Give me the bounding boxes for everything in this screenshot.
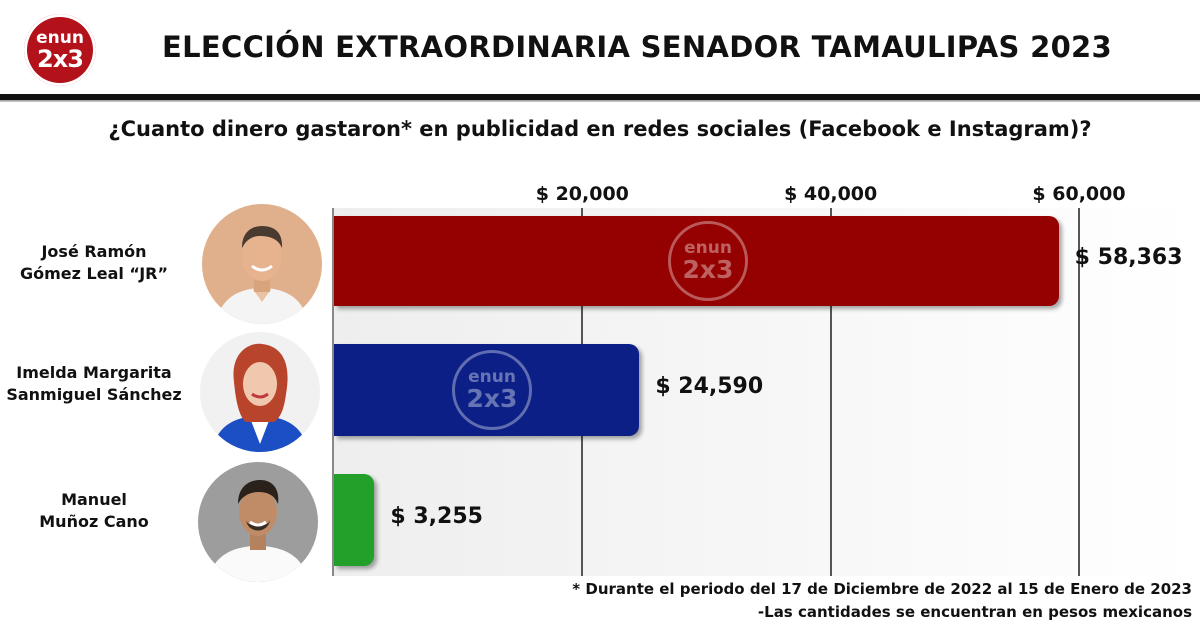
logo-line2: 2x3 (37, 44, 84, 73)
footnote-period: * Durante el periodo del 17 de Diciembre… (572, 580, 1192, 598)
watermark-logo-icon: enun 2x3 (452, 350, 532, 430)
candidate-photo-jose-ramon (202, 204, 322, 324)
page-title: ELECCIÓN EXTRAORDINARIA SENADOR TAMAULIP… (162, 30, 1113, 64)
watermark-logo-icon: enun 2x3 (668, 221, 748, 301)
x-tick-label: $ 40,000 (784, 183, 878, 205)
bar: enun 2x3 (334, 216, 1059, 306)
candidate-name-line: Imelda Margarita (16, 363, 172, 382)
chart-subtitle: ¿Cuanto dinero gastaron* en publicidad e… (108, 117, 1092, 141)
bar-value-label: $ 24,590 (655, 374, 764, 399)
watermark-line1: enun (468, 367, 516, 387)
footnote-currency: -Las cantidades se encuentran en pesos m… (757, 603, 1192, 621)
candidate-name: Imelda Margarita Sanmiguel Sánchez (0, 362, 189, 406)
header-divider (0, 94, 1200, 102)
watermark-line1: enun (684, 238, 732, 258)
bar-value-label: $ 3,255 (390, 504, 483, 529)
bar (334, 474, 375, 566)
watermark-line2: 2x3 (682, 255, 734, 284)
candidate-name-line: Gómez Leal “JR” (19, 264, 168, 283)
candidate-name: Manuel Muñoz Cano (0, 489, 189, 533)
gridline (829, 208, 832, 576)
candidate-name-line: Sanmiguel Sánchez (6, 385, 182, 404)
y-axis-line (332, 208, 334, 576)
bar: enun 2x3 (334, 344, 640, 436)
candidate-photo-manuel (198, 462, 318, 582)
candidate-name-line: Manuel (61, 490, 127, 509)
watermark-line2: 2x3 (466, 384, 518, 413)
enun2x3-logo: enun 2x3 (24, 14, 96, 86)
x-tick-label: $ 20,000 (535, 183, 629, 205)
candidate-name: José Ramón Gómez Leal “JR” (0, 241, 189, 285)
x-tick-label: $ 60,000 (1032, 183, 1126, 205)
gridline (1078, 208, 1080, 576)
header: enun 2x3 ELECCIÓN EXTRAORDINARIA SENADOR… (0, 0, 1200, 96)
candidate-name-line: José Ramón (41, 242, 147, 261)
candidate-photo-imelda (200, 332, 320, 452)
bar-value-label: $ 58,363 (1074, 245, 1183, 270)
candidate-name-line: Muñoz Cano (39, 512, 149, 531)
logo-line1: enun (36, 27, 84, 48)
